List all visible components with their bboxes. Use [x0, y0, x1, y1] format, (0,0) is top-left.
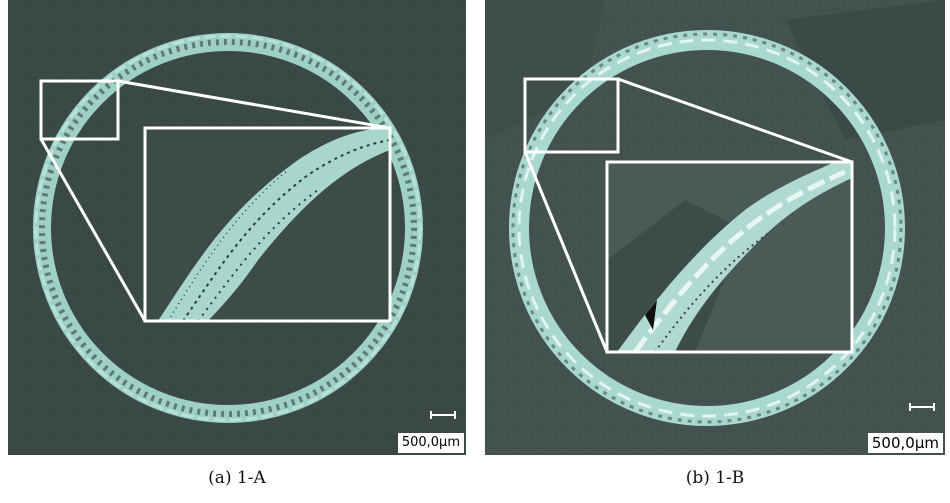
scale-label: 500,0µm — [867, 433, 943, 453]
micrograph-image-b — [485, 0, 945, 455]
scale-label: 500,0µm — [397, 433, 464, 453]
micrograph-panel-a: 500,0µm — [8, 0, 466, 455]
micrograph-image-a — [8, 0, 466, 455]
micrograph-panel-b: 500,0µm — [485, 0, 945, 455]
scale-bar — [909, 403, 935, 411]
scale-bar — [430, 411, 456, 419]
caption-b: (b) 1-B — [685, 468, 745, 488]
caption-a: (a) 1-A — [208, 468, 266, 488]
